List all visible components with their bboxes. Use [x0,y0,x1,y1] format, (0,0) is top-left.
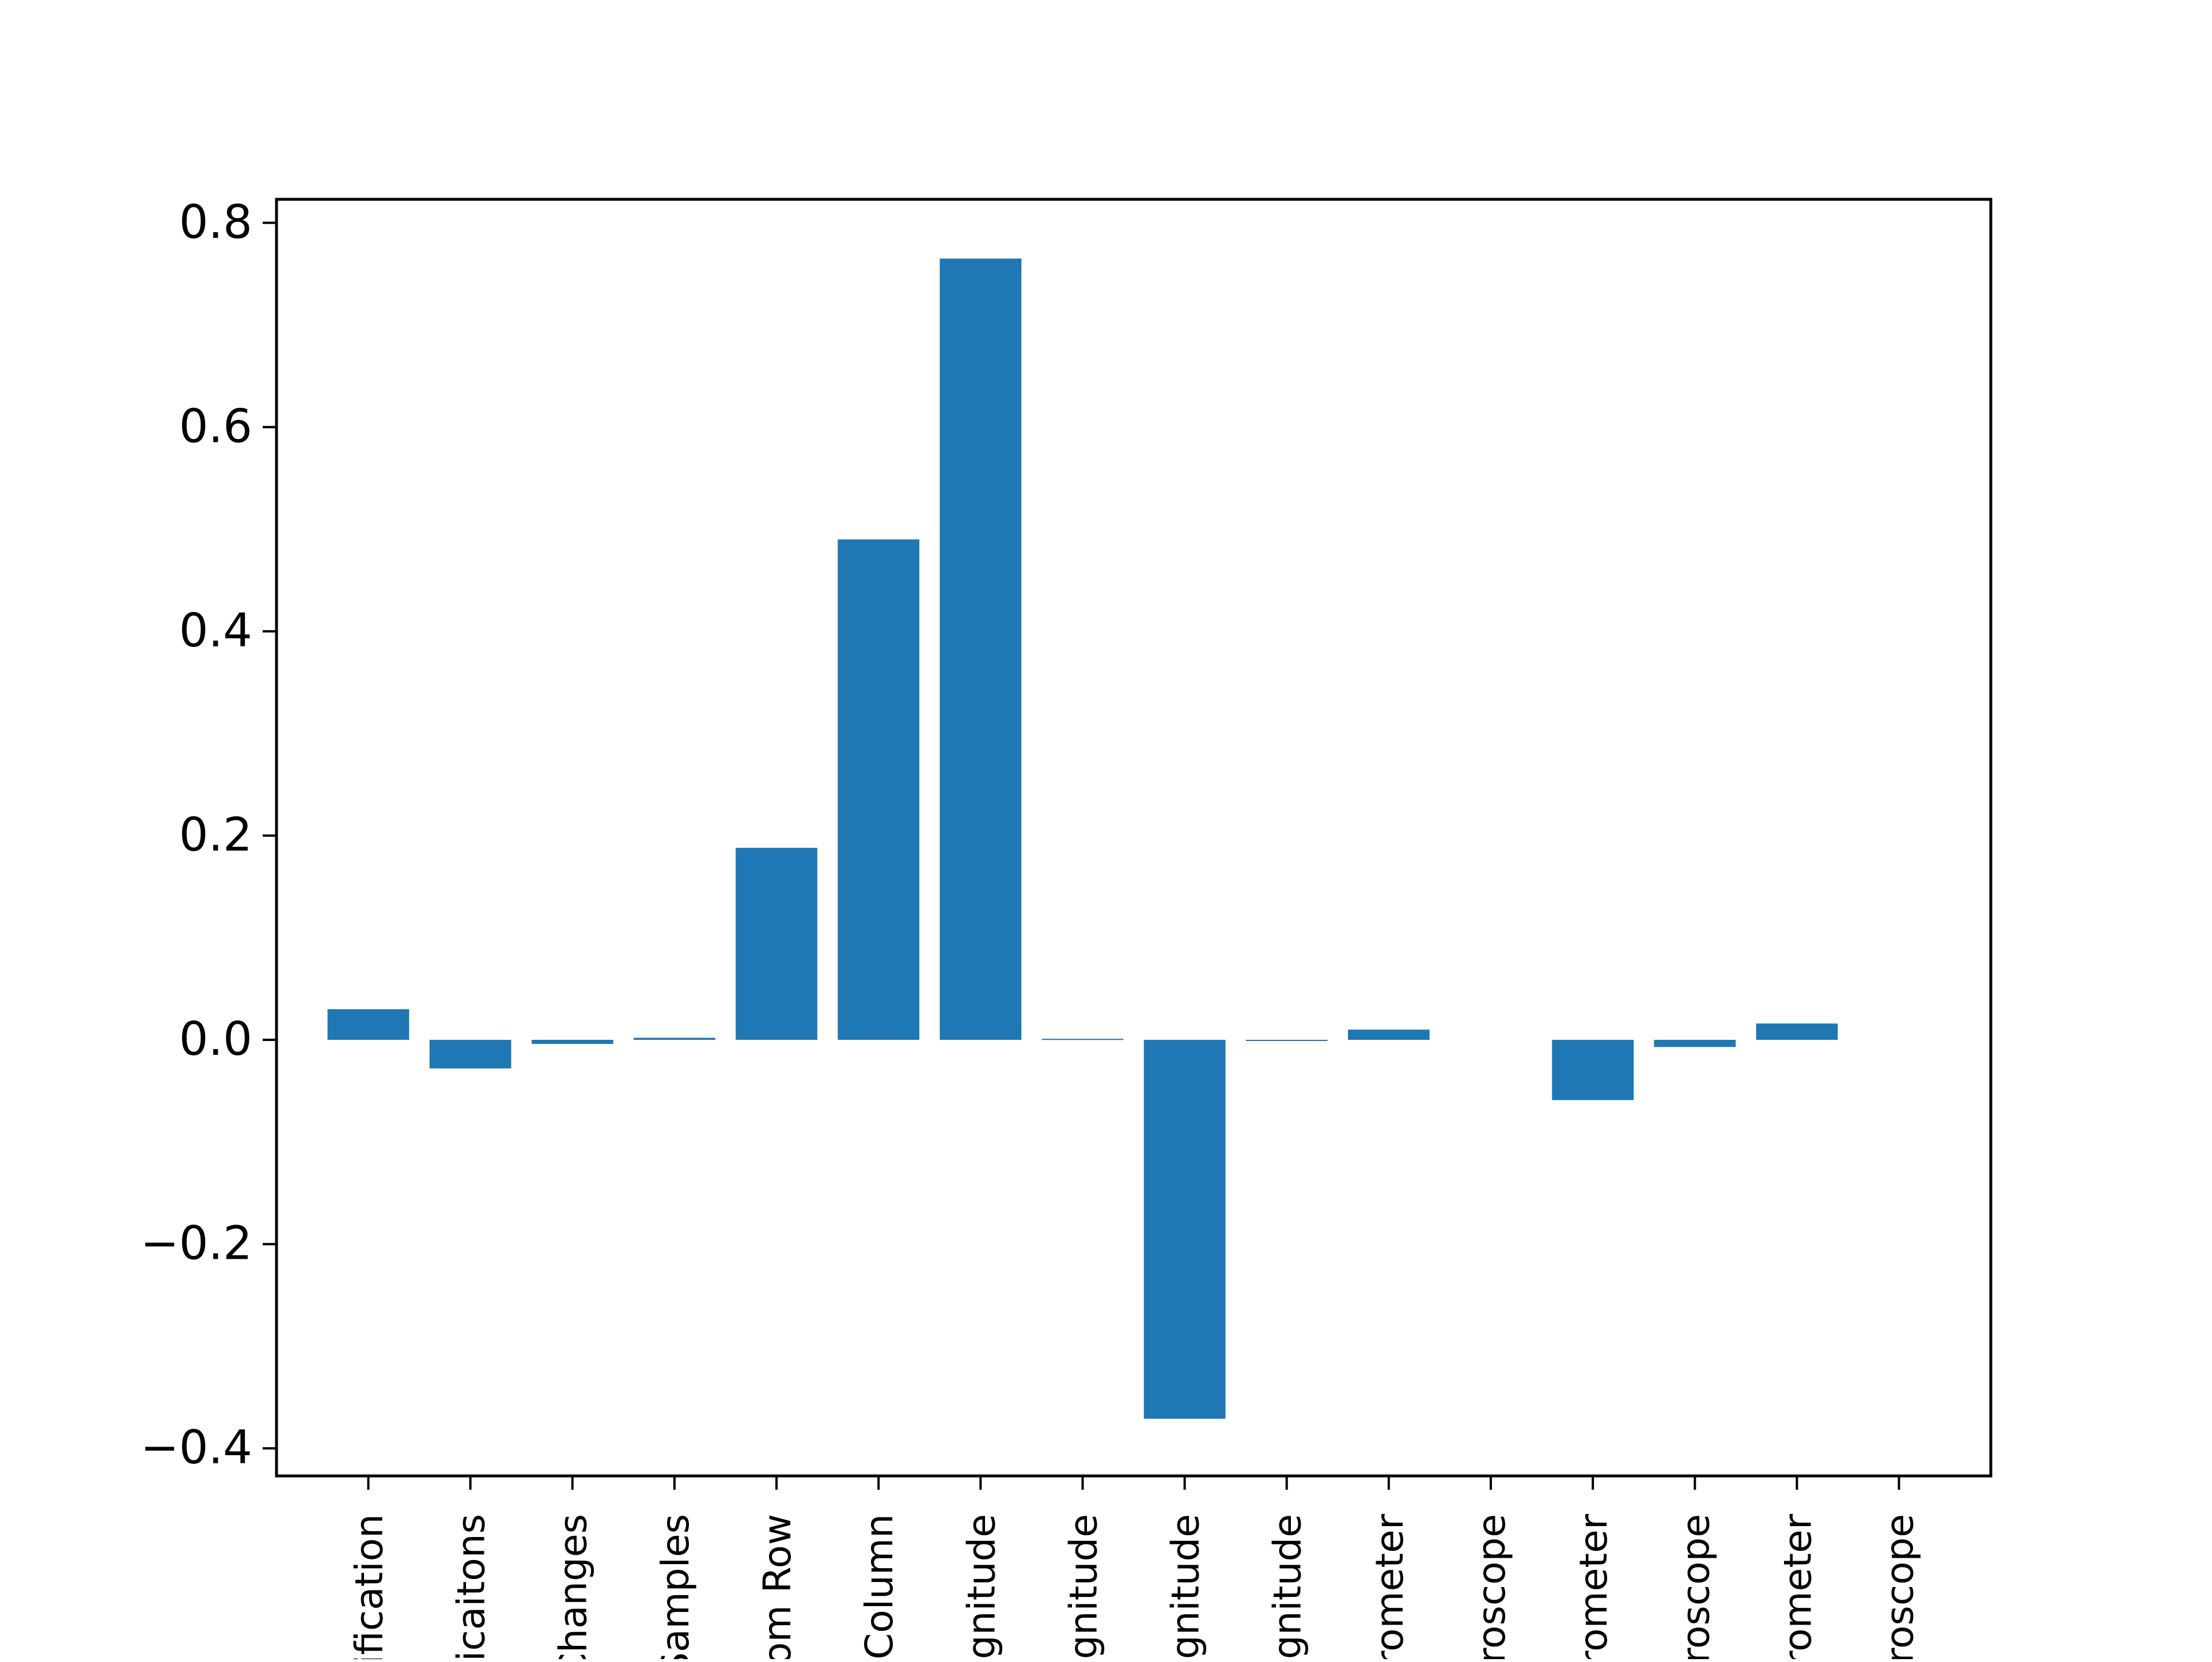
bar-2 [531,1040,613,1044]
bar-8 [1143,1040,1226,1419]
x-tick-label-2: Changes [551,1514,596,1659]
plot-frame [275,198,1993,1478]
y-tick-label-6: 0.8 [179,195,252,249]
x-tick-label-4: om Row [755,1514,800,1659]
bar-10 [1348,1029,1430,1040]
bar-0 [327,1009,410,1040]
bar-9 [1245,1040,1328,1042]
bar-6 [940,258,1022,1040]
x-tick-label-5: Column [857,1514,902,1659]
x-tick-label-3: Samples [653,1514,698,1659]
bars-group [327,258,1838,1419]
x-tick-label-0: ification [347,1514,391,1659]
x-tick-label-10: rometer [1368,1513,1412,1659]
y-tick-label-1: −0.2 [141,1217,252,1270]
bar-14 [1756,1023,1838,1040]
y-axis: −0.4 −0.2 0.0 0.2 0.4 0.6 0.8 [141,195,276,1474]
bar-4 [736,847,817,1040]
bar-3 [634,1038,715,1040]
y-tick-label-0: −0.4 [141,1421,252,1474]
x-tick-label-1: icaitons [449,1514,494,1659]
x-tick-label-12: rometer [1571,1513,1616,1659]
bar-12 [1552,1040,1634,1100]
y-tick-label-2: 0.0 [179,1012,252,1066]
y-tick-label-4: 0.4 [179,604,252,657]
y-tick-label-5: 0.6 [179,399,252,453]
x-tick-label-7: gnitude [1061,1514,1105,1659]
x-tick-label-8: gnitude [1164,1514,1208,1659]
x-tick-label-11: roscope [1469,1514,1514,1659]
bar-1 [429,1040,512,1069]
x-tick-label-9: gnitude [1266,1514,1310,1659]
x-tick-label-14: rometer [1775,1513,1820,1659]
x-tick-label-15: roscope [1878,1514,1922,1659]
bar-13 [1654,1040,1736,1047]
bar-7 [1041,1039,1124,1040]
x-tick-label-13: roscope [1673,1514,1718,1659]
x-axis: ification icaitons Changes Samples om Row Col… [347,1476,1922,1662]
bar-5 [838,539,919,1040]
y-tick-label-3: 0.2 [179,808,252,861]
x-tick-label-6: gnitude [959,1514,1003,1659]
